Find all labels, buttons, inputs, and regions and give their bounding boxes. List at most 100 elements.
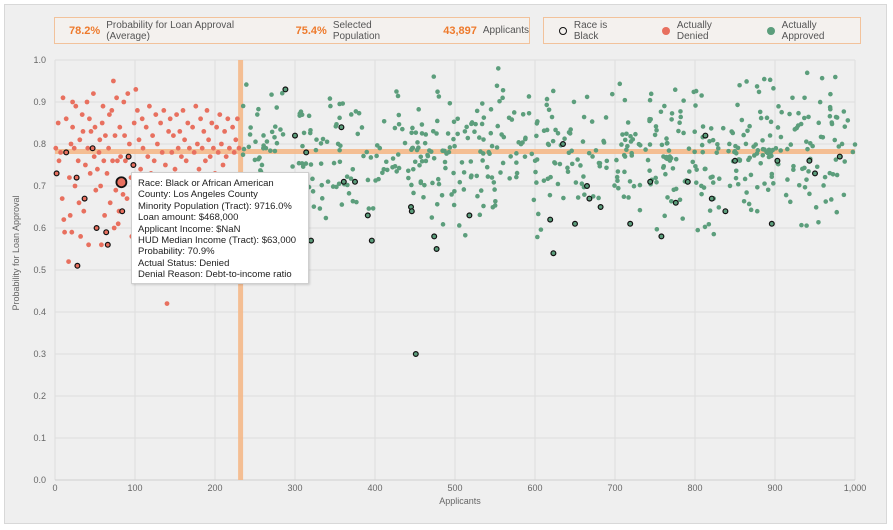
approved-point[interactable]: [737, 82, 742, 88]
approved-point[interactable]: [547, 192, 553, 198]
approved-point[interactable]: [413, 130, 419, 135]
approved-point[interactable]: [447, 100, 453, 106]
race-black-point[interactable]: [93, 225, 100, 232]
denied-point[interactable]: [172, 166, 178, 172]
race-black-point[interactable]: [130, 162, 137, 169]
denied-point[interactable]: [93, 187, 99, 193]
approved-point[interactable]: [492, 187, 497, 192]
denied-point[interactable]: [230, 124, 236, 130]
approved-point[interactable]: [476, 135, 482, 140]
approved-point[interactable]: [852, 142, 858, 147]
approved-point[interactable]: [833, 157, 839, 162]
denied-point[interactable]: [175, 145, 181, 151]
denied-point[interactable]: [53, 145, 59, 151]
denied-point[interactable]: [106, 145, 111, 151]
denied-point[interactable]: [100, 103, 106, 109]
denied-point[interactable]: [207, 154, 213, 160]
approved-point[interactable]: [484, 164, 490, 170]
approved-point[interactable]: [319, 182, 325, 188]
approved-point[interactable]: [523, 135, 528, 141]
approved-point[interactable]: [462, 129, 468, 134]
approved-point[interactable]: [308, 162, 314, 167]
approved-point[interactable]: [680, 216, 685, 221]
approved-point[interactable]: [462, 232, 468, 238]
approved-point[interactable]: [839, 141, 845, 147]
approved-point[interactable]: [489, 143, 495, 149]
approved-point[interactable]: [741, 198, 747, 204]
race-black-point[interactable]: [368, 237, 375, 244]
approved-point[interactable]: [805, 146, 810, 152]
approved-point[interactable]: [383, 159, 389, 165]
approved-point[interactable]: [702, 224, 708, 230]
approved-point[interactable]: [834, 172, 840, 178]
approved-point[interactable]: [469, 121, 474, 127]
approved-point[interactable]: [699, 93, 704, 98]
approved-point[interactable]: [544, 96, 550, 102]
approved-point[interactable]: [310, 189, 316, 194]
denied-point[interactable]: [126, 141, 132, 147]
approved-point[interactable]: [514, 170, 520, 176]
approved-point[interactable]: [832, 74, 838, 80]
approved-point[interactable]: [739, 117, 745, 123]
approved-point[interactable]: [354, 199, 359, 205]
approved-point[interactable]: [310, 176, 315, 182]
approved-point[interactable]: [248, 125, 253, 130]
approved-point[interactable]: [446, 149, 452, 155]
race-black-point[interactable]: [282, 86, 289, 93]
approved-point[interactable]: [478, 188, 484, 193]
approved-point[interactable]: [767, 77, 773, 83]
denied-point[interactable]: [167, 116, 173, 122]
approved-point[interactable]: [813, 205, 819, 210]
approved-point[interactable]: [356, 110, 362, 116]
approved-point[interactable]: [439, 193, 445, 198]
denied-point[interactable]: [92, 124, 98, 130]
approved-point[interactable]: [319, 196, 325, 201]
denied-point[interactable]: [235, 116, 240, 122]
denied-point[interactable]: [81, 208, 87, 214]
approved-point[interactable]: [373, 178, 378, 183]
approved-point[interactable]: [710, 137, 716, 143]
approved-point[interactable]: [603, 115, 609, 120]
approved-point[interactable]: [726, 148, 731, 154]
approved-point[interactable]: [434, 118, 440, 124]
approved-point[interactable]: [380, 170, 385, 176]
approved-point[interactable]: [637, 207, 643, 213]
approved-point[interactable]: [452, 143, 457, 149]
denied-point[interactable]: [111, 78, 116, 84]
approved-point[interactable]: [802, 165, 807, 171]
denied-point[interactable]: [180, 108, 186, 113]
approved-point[interactable]: [760, 138, 765, 143]
approved-point[interactable]: [827, 113, 833, 119]
approved-point[interactable]: [494, 83, 500, 89]
approved-point[interactable]: [520, 140, 525, 145]
approved-point[interactable]: [676, 128, 681, 134]
approved-point[interactable]: [842, 159, 848, 164]
denied-point[interactable]: [215, 150, 221, 155]
approved-point[interactable]: [381, 118, 387, 124]
approved-point[interactable]: [785, 177, 790, 182]
approved-point[interactable]: [337, 115, 342, 121]
approved-point[interactable]: [669, 117, 674, 122]
denied-point[interactable]: [115, 158, 120, 164]
denied-point[interactable]: [217, 112, 223, 117]
approved-point[interactable]: [828, 91, 833, 97]
approved-point[interactable]: [778, 134, 784, 140]
approved-point[interactable]: [575, 195, 581, 200]
denied-point[interactable]: [99, 242, 104, 248]
approved-point[interactable]: [541, 178, 547, 183]
race-black-point[interactable]: [550, 250, 557, 257]
approved-point[interactable]: [708, 126, 714, 131]
race-black-point[interactable]: [672, 199, 679, 206]
approved-point[interactable]: [730, 130, 736, 136]
denied-point[interactable]: [124, 196, 130, 202]
approved-point[interactable]: [821, 183, 826, 188]
approved-point[interactable]: [779, 109, 784, 115]
denied-point[interactable]: [211, 145, 216, 151]
approved-point[interactable]: [569, 161, 575, 167]
approved-point[interactable]: [616, 185, 621, 191]
approved-point[interactable]: [240, 103, 246, 109]
approved-point[interactable]: [701, 185, 707, 190]
approved-point[interactable]: [566, 150, 572, 156]
approved-point[interactable]: [662, 213, 667, 219]
